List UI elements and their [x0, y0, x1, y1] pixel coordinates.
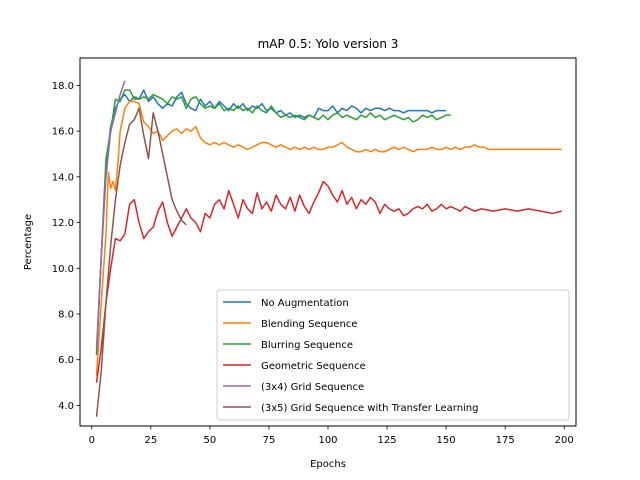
y-tick-label: 18.0 [52, 81, 74, 92]
x-tick-label: 150 [437, 435, 456, 446]
x-tick-label: 75 [263, 435, 276, 446]
legend-label: Blending Sequence [261, 319, 357, 330]
x-tick-label: 125 [378, 435, 397, 446]
y-axis-title: Percentage [23, 214, 34, 270]
series-line-5 [95, 80, 126, 349]
series-line-2 [95, 100, 562, 376]
legend: No Augmentation Blending Sequence Blurring… [216, 289, 570, 421]
y-tick-label: 14.0 [52, 172, 74, 183]
legend-label: (3x4) Grid Sequence [261, 382, 364, 393]
series-line-1 [95, 89, 447, 356]
legend-label: Geometric Sequence [261, 361, 366, 372]
series-line-6 [95, 107, 187, 417]
y-tick-label: 16.0 [52, 127, 74, 138]
x-tick-label: 0 [89, 435, 95, 446]
series-line-4 [95, 180, 563, 383]
x-axis: 0 25 50 75 100 125 150 175 200 [89, 426, 574, 446]
legend-label: Blurring Sequence [261, 340, 353, 351]
x-tick-label: 200 [555, 435, 574, 446]
legend-label: No Augmentation [261, 298, 349, 309]
legend-label: (3x5) Grid Sequence with Transfer Learni… [261, 403, 479, 414]
y-tick-label: 12.0 [52, 218, 74, 229]
y-tick-label: 10.0 [52, 264, 74, 275]
y-tick-label: 8.0 [58, 310, 74, 321]
x-tick-label: 175 [496, 435, 515, 446]
chart-title: mAP 0.5: Yolo version 3 [258, 37, 399, 51]
legend-frame [216, 289, 570, 421]
y-tick-label: 6.0 [58, 355, 74, 366]
x-axis-title: Epochs [310, 459, 346, 470]
x-tick-label: 25 [144, 435, 157, 446]
y-tick-label: 4.0 [58, 401, 74, 412]
series-layer [95, 80, 563, 417]
y-axis: 4.0 6.0 8.0 10.0 12.0 14.0 16.0 18.0 [52, 81, 80, 412]
series-line-3 [95, 89, 451, 353]
x-tick-label: 100 [318, 435, 337, 446]
x-tick-label: 50 [204, 435, 217, 446]
